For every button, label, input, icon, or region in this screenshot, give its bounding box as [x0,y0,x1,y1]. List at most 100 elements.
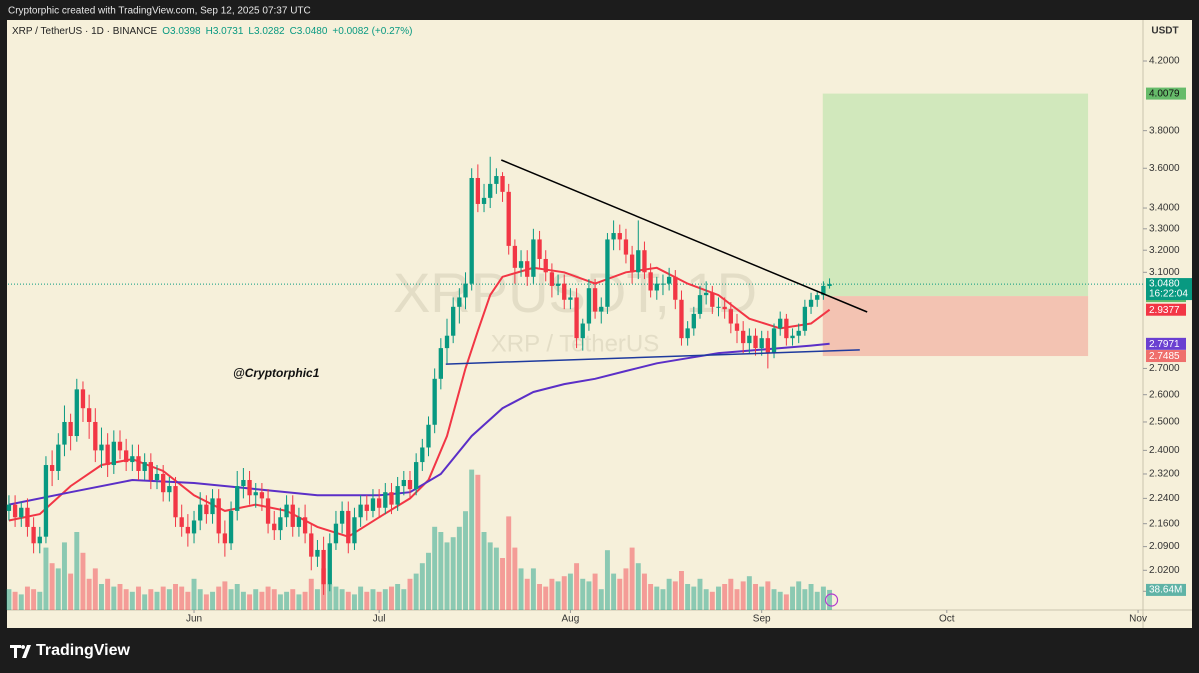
volume-bar [247,594,253,610]
volume-bar [197,589,203,610]
volume-bar [339,589,345,610]
volume-bar [592,573,598,610]
volume-bar [512,547,518,610]
candle-body [716,306,721,308]
candle-body [703,292,709,296]
candle-body [235,486,240,511]
candle-body [537,239,542,259]
volume-bar [265,586,271,610]
volume-bar [376,591,382,610]
volume-bar [271,589,277,610]
legend: XRP / TetherUS · 1D · BINANCE O3.0398 H3.0… [12,26,412,37]
candle-body [518,261,524,268]
volume-bar [660,589,666,610]
candle-body [370,498,376,511]
candle-body [753,335,758,349]
volume-bar [506,516,512,610]
countdown-text: 16:22:04 [1149,289,1188,300]
candle-body [512,245,518,268]
volume-bar [49,563,55,610]
candle-body [796,330,801,336]
last-price-badge [1146,278,1192,301]
volume-bar [24,586,30,610]
volume-bar [456,526,462,610]
candle-body [660,283,666,285]
candle-body [179,517,184,527]
candle-body [617,233,622,240]
legend-symbol: XRP / TetherUS · 1D · BINANCE [12,26,158,37]
candle-body [697,295,703,314]
volume-bar [80,552,86,610]
candle-body [222,533,228,544]
volume-bar [790,586,796,610]
candle-body [629,254,635,273]
volume-bar [530,568,536,610]
y-tick-label: 3.8000 [1149,125,1180,136]
currency-label: USDT [1151,26,1178,37]
candle-body [309,533,314,557]
volume-bar [475,474,481,610]
candle-body [592,288,598,312]
volume-bar [370,589,376,610]
candle-body [12,504,18,518]
volume-bar [716,586,721,610]
volume-bar [438,532,444,610]
volume-bar [746,576,752,610]
candle-body [623,239,629,255]
volume-bar [210,591,216,610]
volume-bar [500,558,506,610]
volume-bar [12,591,18,610]
volume-bar [92,568,98,610]
volume-badge [1146,583,1186,596]
candle-body [62,421,67,445]
volume-bar [598,589,604,610]
volume-bar [43,547,49,610]
candle-body [555,283,561,286]
volume-bar [641,573,647,610]
candle-body [444,335,450,349]
price-badge-text: 2.7485 [1149,351,1180,362]
candle-body [86,408,92,422]
trend-line [445,349,860,365]
candle-body [278,517,283,531]
volume-bar [74,532,80,610]
candle-body [494,176,499,184]
candle-body [654,283,659,291]
volume-bar [611,573,617,610]
candle-body [734,323,740,331]
volume-bar [277,594,283,610]
y-tick-label: 2.6000 [1149,389,1180,400]
candle-body [506,191,511,246]
y-tick-label: 3.6000 [1149,163,1180,174]
volume-bar [345,591,351,610]
volume-bar [240,591,246,610]
volume-bar [580,578,586,610]
last-price-text: 3.0480 [1149,279,1180,290]
legend-low: L3.0282 [248,26,285,37]
y-tick-label: 2.1600 [1149,518,1180,529]
candle-body [68,421,73,437]
candle-body [463,283,468,298]
candle-body [475,177,481,204]
legend-change: +0.0082 (+0.27%) [332,26,412,37]
volume-bar [333,586,339,610]
candle-body [259,492,265,499]
candle-body [549,272,555,286]
y-tick-label: 2.4000 [1149,445,1180,456]
volume-bar [18,594,24,610]
volume-bar [666,578,672,610]
x-tick-label: Oct [939,614,955,625]
volume-bar [191,578,197,610]
y-tick-label: 2.7000 [1149,363,1180,374]
volume-bar [493,547,499,610]
volume-bar [463,511,468,610]
volume-bar [691,586,697,610]
candle-body [80,389,86,409]
candle-body [500,176,505,192]
candle-body [413,462,419,490]
candle-body [488,183,493,198]
volume-bar [117,584,123,610]
candle-body [451,306,456,336]
volume-bar [302,591,308,610]
